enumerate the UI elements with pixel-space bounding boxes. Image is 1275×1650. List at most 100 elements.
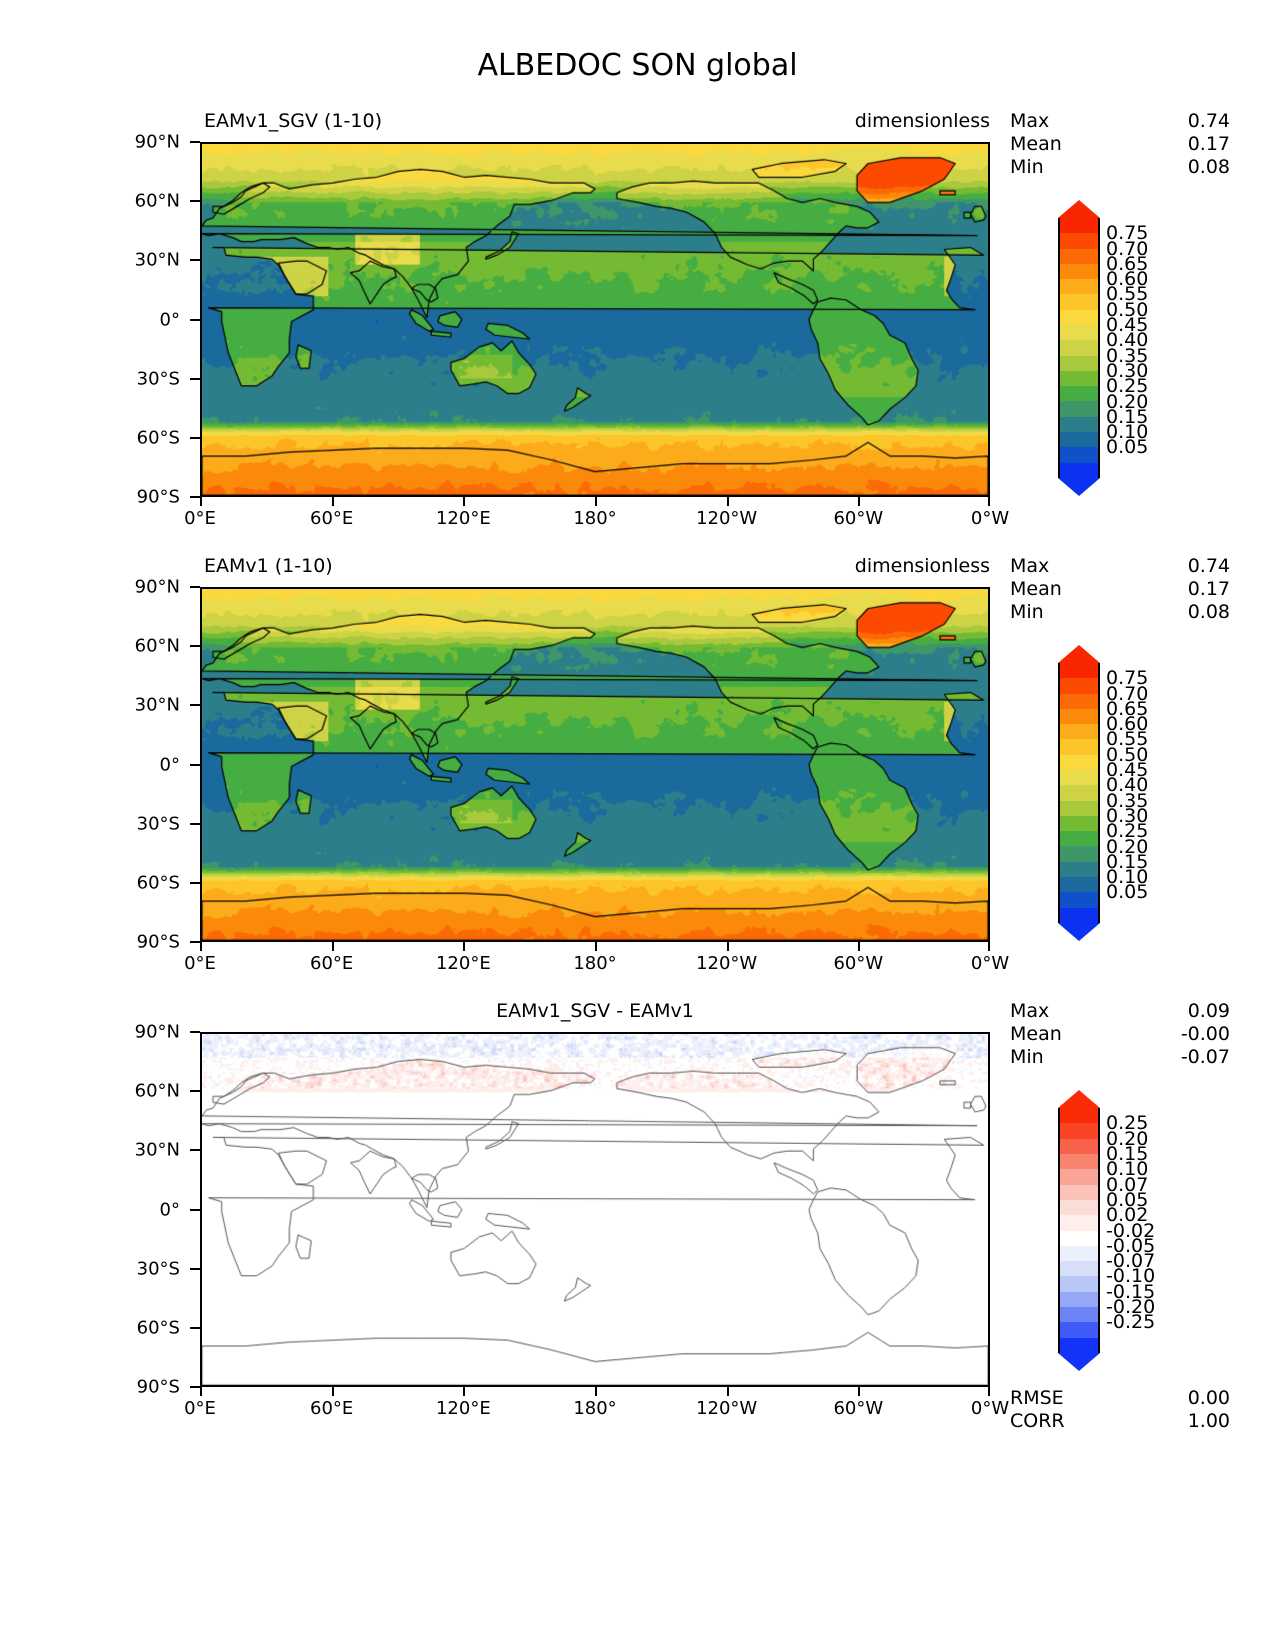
footer-stat-value: 0.00 — [1187, 1387, 1230, 1409]
longitude-tick-label: 60°E — [310, 508, 354, 529]
colorbar-segment — [1060, 1184, 1098, 1200]
stat-row: Min 0.08 — [1010, 156, 1275, 179]
colorbar-segment — [1060, 785, 1098, 801]
colorbar-tick-label: -0.25 — [1106, 1311, 1156, 1334]
colorbar-segment — [1060, 815, 1098, 832]
latitude-tick — [190, 141, 200, 143]
latitude-tick-label: 60°S — [136, 427, 180, 449]
colorbar-gradient — [1058, 218, 1100, 478]
colorbar-segment — [1060, 340, 1098, 356]
longitude-tick-label: 180° — [573, 1398, 617, 1419]
longitude-tick-label: 180° — [573, 953, 617, 974]
longitude-tick — [595, 497, 597, 506]
colorbar-tick-label: 0.20 — [1106, 1127, 1149, 1150]
latitude-tick-label: 30°S — [136, 368, 180, 390]
longitude-tick — [726, 1387, 729, 1396]
longitude-tick — [200, 1387, 202, 1396]
colorbar-tick-label: 0.10 — [1106, 1158, 1149, 1181]
colorbar-segment — [1060, 892, 1098, 908]
colorbar-tick-label: 0.30 — [1106, 359, 1149, 382]
footer-stat-row: CORR 1.00 — [1010, 1410, 1275, 1433]
longitude-axis-ticks — [200, 942, 990, 952]
longitude-tick-label: 60°W — [833, 1398, 884, 1419]
longitude-tick-label: 60°E — [310, 1398, 354, 1419]
latitude-tick — [190, 1386, 200, 1388]
longitude-tick — [200, 942, 202, 951]
footer-stat-value: 1.00 — [1187, 1410, 1230, 1432]
stat-row: Min -0.07 — [1010, 1046, 1275, 1069]
latitude-tick-label: 30°N — [134, 1139, 180, 1161]
longitude-axis-labels: 0°E 60°E 120°E 180° 120°W 60°W 0°W — [184, 1398, 1009, 1426]
longitude-tick — [858, 942, 861, 951]
latitude-tick-label: 90°S — [136, 486, 180, 508]
longitude-tick — [200, 497, 202, 506]
colorbar-segment — [1060, 1307, 1098, 1323]
longitude-tick-label: 60°W — [833, 953, 884, 974]
colorbar-segment — [1060, 1169, 1098, 1185]
colorbar-segment — [1060, 739, 1098, 755]
stat-key: Max — [1010, 1000, 1050, 1022]
longitude-tick-label: 120°W — [696, 1398, 758, 1419]
colorbar-tick-label: 0.40 — [1106, 774, 1149, 797]
colorbar-segment — [1060, 724, 1098, 740]
colorbar-segment — [1060, 846, 1098, 862]
longitude-axis-labels: 0°E 60°E 120°E 180° 120°W 60°W 0°W — [184, 953, 1009, 981]
map-contour-canvas — [202, 144, 988, 495]
longitude-tick-label: 120°E — [435, 953, 491, 974]
longitude-tick-label: 180° — [573, 508, 617, 529]
colorbar-over-arrow — [1058, 200, 1100, 218]
stat-value: 0.08 — [1187, 601, 1230, 623]
latitude-tick — [190, 496, 200, 498]
colorbar-segment — [1060, 1108, 1098, 1124]
longitude-tick — [858, 497, 861, 506]
longitude-tick — [988, 1387, 990, 1396]
stat-key: Min — [1010, 156, 1044, 178]
colorbar-segment — [1060, 447, 1098, 463]
panel-stats: Max 0.09 Mean -0.00 Min -0.07 — [1010, 1000, 1275, 1069]
stat-row: Mean 0.17 — [1010, 578, 1275, 601]
latitude-tick — [190, 704, 200, 707]
colorbar-tick-label: 0.15 — [1106, 1142, 1149, 1165]
colorbar-segment — [1060, 1261, 1098, 1277]
longitude-tick-label: 0°E — [184, 508, 216, 529]
latitude-tick — [190, 1326, 200, 1329]
colorbar-tick-label: 0.70 — [1106, 237, 1149, 260]
colorbar-segment — [1060, 663, 1098, 679]
latitude-tick — [190, 645, 200, 648]
colorbar-segment — [1060, 1123, 1098, 1139]
colorbar-over-arrow — [1058, 1090, 1100, 1108]
latitude-tick-label: 60°N — [134, 635, 180, 657]
stat-value: 0.17 — [1187, 578, 1230, 600]
longitude-tick — [331, 497, 334, 506]
longitude-tick-label: 0°W — [970, 508, 1010, 529]
latitude-axis-labels: 90°N 60°N 30°N 0° 30°S 60°S 90°S — [0, 132, 196, 508]
colorbar-segment — [1060, 431, 1098, 448]
colorbar-segment — [1060, 462, 1098, 478]
footer-stat-key: CORR — [1010, 1410, 1065, 1432]
latitude-axis-ticks — [186, 1031, 200, 1388]
latitude-tick-label: 90°N — [134, 131, 180, 153]
colorbar-segment — [1060, 1138, 1098, 1154]
colorbar-segment — [1060, 1291, 1098, 1308]
stat-key: Max — [1010, 110, 1050, 132]
map-plot-area[interactable] — [200, 142, 990, 497]
colorbar-over-arrow — [1058, 645, 1100, 663]
stat-key: Max — [1010, 555, 1050, 577]
colorbar-segment — [1060, 1322, 1098, 1338]
panel-units-label: dimensionless — [854, 110, 990, 132]
longitude-tick-label: 0°W — [970, 1398, 1010, 1419]
map-plot-area[interactable] — [200, 587, 990, 942]
colorbar-segment — [1060, 1337, 1098, 1353]
latitude-tick-label: 30°S — [136, 1258, 180, 1280]
latitude-tick — [190, 1031, 200, 1033]
colorbar-tick-label: 0.25 — [1106, 820, 1149, 843]
latitude-tick-label: 90°S — [136, 931, 180, 953]
colorbar-tick-label: 0.65 — [1106, 697, 1149, 720]
colorbar-tick-label: 0.40 — [1106, 329, 1149, 352]
map-plot-area[interactable] — [200, 1032, 990, 1387]
colorbar-segment — [1060, 324, 1098, 341]
colorbar-segment — [1060, 754, 1098, 770]
stat-key: Mean — [1010, 578, 1062, 600]
stat-row: Max 0.74 — [1010, 555, 1275, 578]
colorbar-tick-label: 0.60 — [1106, 713, 1149, 736]
